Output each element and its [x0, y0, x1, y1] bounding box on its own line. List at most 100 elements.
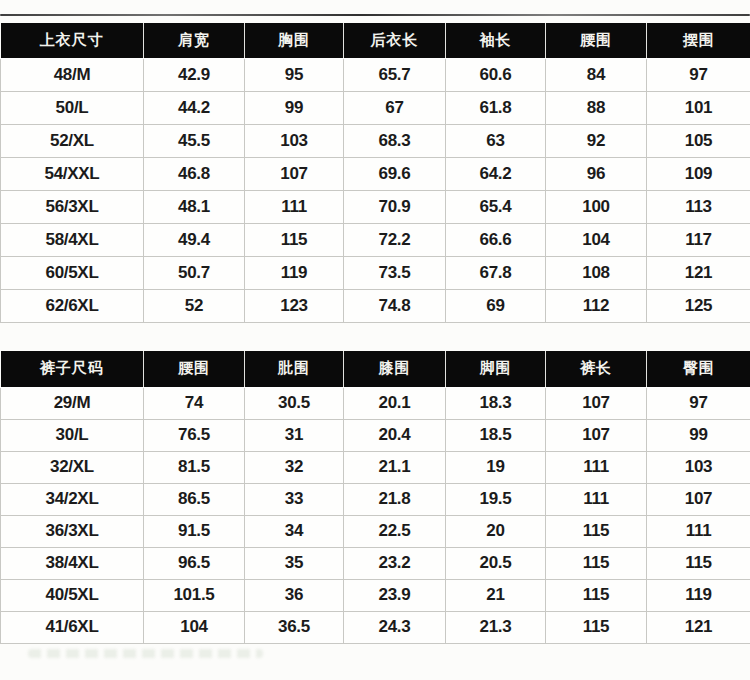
measurement-cell: 46.8	[144, 157, 245, 190]
measurement-cell: 65.4	[446, 190, 546, 223]
size-label-cell: 52/XL	[1, 124, 144, 157]
column-header: 腰围	[546, 23, 647, 58]
measurement-cell: 97	[647, 387, 750, 419]
measurement-cell: 70.9	[344, 190, 446, 223]
measurement-cell: 115	[546, 547, 647, 579]
measurement-cell: 48.1	[144, 190, 245, 223]
table-row: 58/4XL49.411572.266.6104117	[1, 223, 750, 256]
measurement-cell: 92	[546, 124, 647, 157]
measurement-cell: 101	[647, 91, 750, 124]
tops-size-table: 上衣尺寸肩宽胸围后衣长袖长腰围摆围48/M42.99565.760.684975…	[0, 23, 750, 323]
measurement-cell: 21.8	[344, 483, 446, 515]
size-label-cell: 58/4XL	[1, 223, 144, 256]
measurement-cell: 74	[144, 387, 245, 419]
column-header: 腰围	[144, 351, 245, 387]
measurement-cell: 96.5	[144, 547, 245, 579]
measurement-cell: 100	[546, 190, 647, 223]
header-row: 上衣尺寸肩宽胸围后衣长袖长腰围摆围	[1, 23, 750, 58]
table-row: 41/6XL10436.524.321.3115121	[1, 611, 750, 643]
column-header: 上衣尺寸	[1, 23, 144, 58]
pants-size-table: 裤子尺码腰围肶围膝围脚围裤长臀围29/M7430.520.118.3107973…	[0, 351, 750, 644]
size-label-cell: 56/3XL	[1, 190, 144, 223]
measurement-cell: 115	[546, 579, 647, 611]
measurement-cell: 20.5	[446, 547, 546, 579]
measurement-cell: 121	[647, 611, 750, 643]
measurement-cell: 81.5	[144, 451, 245, 483]
measurement-cell: 19	[446, 451, 546, 483]
measurement-cell: 104	[144, 611, 245, 643]
column-header: 肩宽	[144, 23, 245, 58]
measurement-cell: 50.7	[144, 256, 245, 289]
measurement-cell: 111	[245, 190, 344, 223]
table-row: 60/5XL50.711973.567.8108121	[1, 256, 750, 289]
measurement-cell: 65.7	[344, 58, 446, 91]
column-header: 胸围	[245, 23, 344, 58]
size-label-cell: 60/5XL	[1, 256, 144, 289]
measurement-cell: 74.8	[344, 289, 446, 322]
measurement-cell: 30.5	[245, 387, 344, 419]
measurement-cell: 107	[647, 483, 750, 515]
measurement-cell: 119	[245, 256, 344, 289]
table-row: 62/6XL5212374.869112125	[1, 289, 750, 322]
measurement-cell: 20.4	[344, 419, 446, 451]
measurement-cell: 95	[245, 58, 344, 91]
measurement-cell: 111	[546, 451, 647, 483]
measurement-cell: 115	[647, 547, 750, 579]
measurement-cell: 45.5	[144, 124, 245, 157]
measurement-cell: 67.8	[446, 256, 546, 289]
table-row: 40/5XL101.53623.921115119	[1, 579, 750, 611]
measurement-cell: 18.3	[446, 387, 546, 419]
measurement-cell: 19.5	[446, 483, 546, 515]
size-label-cell: 32/XL	[1, 451, 144, 483]
size-label-cell: 36/3XL	[1, 515, 144, 547]
measurement-cell: 63	[446, 124, 546, 157]
table-row: 50/L44.2996761.888101	[1, 91, 750, 124]
measurement-cell: 104	[546, 223, 647, 256]
measurement-cell: 121	[647, 256, 750, 289]
measurement-cell: 107	[546, 419, 647, 451]
measurement-cell: 21.3	[446, 611, 546, 643]
measurement-cell: 22.5	[344, 515, 446, 547]
table-row: 52/XL45.510368.36392105	[1, 124, 750, 157]
size-label-cell: 38/4XL	[1, 547, 144, 579]
table-row: 54/XXL46.810769.664.296109	[1, 157, 750, 190]
column-header: 裤子尺码	[1, 351, 144, 387]
table-row: 56/3XL48.111170.965.4100113	[1, 190, 750, 223]
size-label-cell: 30/L	[1, 419, 144, 451]
measurement-cell: 32	[245, 451, 344, 483]
measurement-cell: 103	[647, 451, 750, 483]
measurement-cell: 111	[647, 515, 750, 547]
measurement-cell: 96	[546, 157, 647, 190]
measurement-cell: 101.5	[144, 579, 245, 611]
measurement-cell: 115	[546, 515, 647, 547]
scan-artifact-line	[0, 14, 750, 16]
measurement-cell: 60.6	[446, 58, 546, 91]
column-header: 肶围	[245, 351, 344, 387]
measurement-cell: 18.5	[446, 419, 546, 451]
size-label-cell: 54/XXL	[1, 157, 144, 190]
size-label-cell: 62/6XL	[1, 289, 144, 322]
measurement-cell: 88	[546, 91, 647, 124]
measurement-cell: 23.2	[344, 547, 446, 579]
measurement-cell: 36	[245, 579, 344, 611]
measurement-cell: 76.5	[144, 419, 245, 451]
measurement-cell: 86.5	[144, 483, 245, 515]
measurement-cell: 115	[245, 223, 344, 256]
measurement-cell: 34	[245, 515, 344, 547]
measurement-cell: 42.9	[144, 58, 245, 91]
measurement-cell: 119	[647, 579, 750, 611]
measurement-cell: 64.2	[446, 157, 546, 190]
measurement-cell: 20.1	[344, 387, 446, 419]
size-label-cell: 29/M	[1, 387, 144, 419]
measurement-cell: 73.5	[344, 256, 446, 289]
table-row: 36/3XL91.53422.520115111	[1, 515, 750, 547]
column-header: 裤长	[546, 351, 647, 387]
measurement-cell: 36.5	[245, 611, 344, 643]
measurement-cell: 69	[446, 289, 546, 322]
measurement-cell: 108	[546, 256, 647, 289]
column-header: 摆围	[647, 23, 750, 58]
table-row: 30/L76.53120.418.510799	[1, 419, 750, 451]
measurement-cell: 117	[647, 223, 750, 256]
measurement-cell: 20	[446, 515, 546, 547]
size-chart-page: 上衣尺寸肩宽胸围后衣长袖长腰围摆围48/M42.99565.760.684975…	[0, 0, 750, 680]
